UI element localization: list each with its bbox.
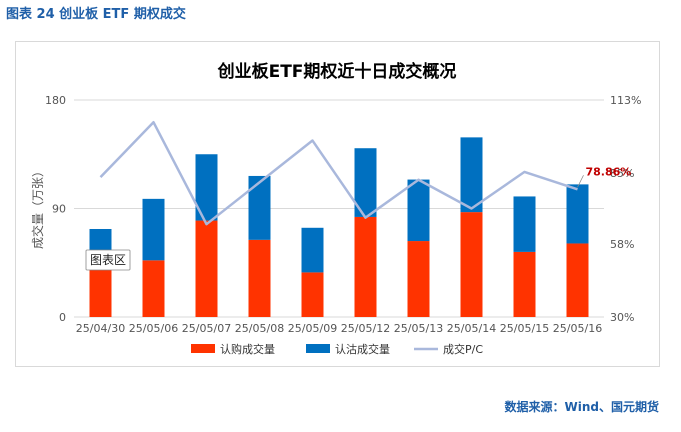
legend-label: 认购成交量 — [220, 342, 275, 356]
legend: 认购成交量 认沽成交量 成交P/C — [191, 342, 483, 356]
x-tick-label: 25/05/07 — [182, 322, 231, 335]
bar-call-volume — [89, 269, 112, 317]
x-tick-label: 25/05/13 — [394, 322, 443, 335]
tooltip-text: 图表区 — [90, 253, 126, 267]
bar-call-volume — [301, 272, 324, 317]
y-right-tick-label: 113% — [610, 94, 641, 107]
bar-call-volume — [354, 216, 377, 317]
y-right-tick-label: 85% — [610, 167, 634, 180]
axes: 0 90 180 30% 58% 85% 113% 25/04/30 25/05/06 25/05… — [45, 94, 641, 335]
bar-call-volume — [142, 260, 165, 317]
x-tick-label: 25/05/15 — [500, 322, 549, 335]
figure-caption: 图表 24 创业板 ETF 期权成交 — [6, 7, 186, 22]
x-tick-label: 25/05/08 — [235, 322, 284, 335]
y-left-tick-label: 90 — [52, 203, 66, 216]
x-tick-label: 25/05/16 — [553, 322, 602, 335]
y-right-tick-label: 30% — [610, 311, 634, 324]
legend-swatch — [191, 344, 215, 353]
bar-call-volume — [460, 212, 483, 317]
bar-call-volume — [513, 251, 536, 317]
x-tick-label: 25/05/09 — [288, 322, 337, 335]
bar-put-volume — [460, 137, 483, 213]
bar-call-volume — [407, 241, 430, 317]
bar-call-volume — [195, 220, 218, 317]
chart-title: 创业板ETF期权近十日成交概况 — [217, 61, 457, 82]
x-tick-label: 25/05/06 — [129, 322, 178, 335]
bar-put-volume — [566, 184, 589, 244]
legend-label: 认沽成交量 — [335, 342, 390, 356]
pc-ratio-line — [99, 120, 578, 226]
bar-call-volume — [566, 243, 589, 317]
pc-line — [99, 120, 578, 226]
y-axis-label: 成交量（万张） — [30, 165, 45, 249]
bar-put-volume — [354, 148, 377, 217]
y-left-tick-label: 180 — [45, 94, 66, 107]
legend-label: 成交P/C — [443, 342, 483, 356]
x-tick-label: 25/04/30 — [76, 322, 125, 335]
bar-put-volume — [513, 196, 536, 252]
bar-put-volume — [301, 227, 324, 273]
legend-swatch — [306, 344, 330, 353]
bar-call-volume — [248, 239, 271, 317]
chart-area[interactable]: 创业板ETF期权近十日成交概况 成交量（万张） 0 90 180 30% 58% 85% 1… — [15, 41, 660, 367]
x-tick-label: 25/05/12 — [341, 322, 390, 335]
source-note: 数据来源：Wind、国元期货 — [504, 400, 659, 414]
bars — [89, 137, 589, 317]
bar-put-volume — [407, 179, 430, 242]
chart-area-tooltip: 图表区 — [85, 249, 131, 271]
x-tick-label: 25/05/14 — [447, 322, 496, 335]
chart-svg: 创业板ETF期权近十日成交概况 成交量（万张） 0 90 180 30% 58% 85% 1… — [30, 61, 641, 356]
annotation: 78.86% — [577, 165, 632, 188]
annotation-leader — [577, 175, 584, 188]
y-left-tick-label: 0 — [59, 311, 66, 324]
bar-put-volume — [195, 154, 218, 221]
bar-put-volume — [142, 198, 165, 261]
bar-put-volume — [248, 175, 271, 240]
annotation-label: 78.86% — [586, 165, 632, 178]
y-right-tick-label: 58% — [610, 238, 634, 251]
